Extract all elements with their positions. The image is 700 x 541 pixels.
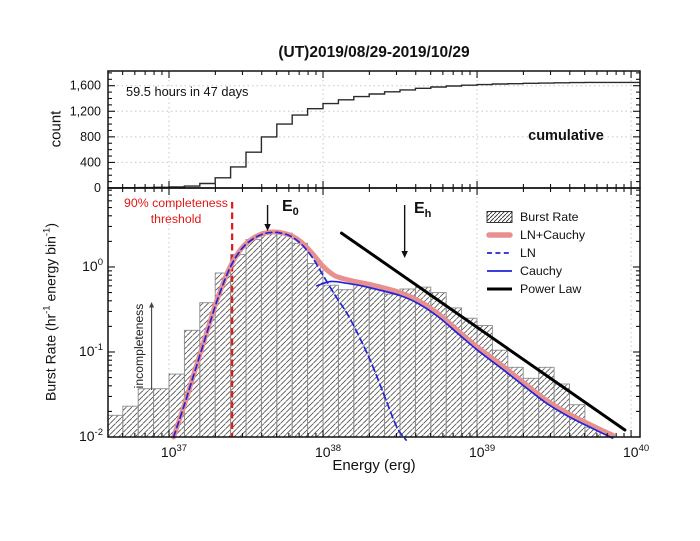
legend-swatch-burst-rate: [486, 211, 513, 223]
curve-ln: [172, 231, 408, 441]
x-tick-label: 1040: [623, 443, 649, 460]
tick-labels: 1037 1038 1039 1040 100 10-1 10-2 0 400 800 1,200 1…: [70, 79, 649, 460]
bottom-y-tick-label: 10-2: [79, 427, 103, 444]
top-y-axis-title: count: [47, 110, 65, 148]
histogram-bar: [107, 414, 124, 438]
completeness-threshold-label-line2: threshold: [150, 211, 202, 226]
legend-label-power-law: Power Law: [520, 282, 582, 296]
chart-title: (UT)2019/08/29-2019/10/29: [278, 44, 470, 61]
legend-swatch-ln-cauchy: [486, 232, 513, 238]
legend-label-ln-cauchy: LN+Cauchy: [520, 228, 586, 242]
histogram-bar: [137, 388, 155, 438]
legend-label-cauchy: Cauchy: [520, 264, 563, 278]
e0-arrow: [264, 205, 271, 231]
bottom-y-axis-title: Burst Rate (hr-1 energy bin-1): [41, 223, 59, 401]
top-y-tick-label: 400: [80, 155, 101, 169]
histogram-bar: [153, 388, 170, 438]
e0-annotation: E0: [282, 198, 299, 219]
x-tick-label: 1038: [315, 443, 341, 460]
bottom-panel-frame: [107, 187, 641, 438]
histogram-bar: [260, 231, 278, 438]
histogram-bar: [307, 263, 324, 438]
incompleteness-arrow: [149, 302, 155, 390]
legend-item-ln-cauchy: LN+Cauchy: [486, 226, 585, 244]
x-tick-label: 1039: [469, 443, 495, 460]
incompleteness-label: incompleteness: [132, 303, 146, 389]
bottom-y-tick-label: 100: [82, 257, 103, 274]
histogram-bar: [476, 325, 493, 438]
top-y-tick-label: 1,200: [70, 104, 101, 118]
legend-swatch-power-law: [487, 287, 512, 291]
histogram-bar: [353, 284, 370, 438]
legend-item-burst-rate: Burst Rate: [486, 208, 585, 226]
x-tick-label: 1037: [161, 443, 187, 460]
legend-item-power-law: Power Law: [486, 280, 585, 298]
completeness-threshold-label-line1: 90% completeness: [124, 196, 228, 210]
histogram-bar: [291, 242, 309, 438]
histogram-bar: [368, 288, 386, 438]
histogram-bar: [322, 284, 339, 438]
histogram-bar: [276, 232, 293, 438]
eh-arrow: [401, 205, 408, 258]
curve-ln-cauchy: [171, 229, 616, 440]
top-y-tick-label: 800: [80, 130, 101, 144]
legend-swatch-cauchy: [487, 270, 512, 272]
curve-power-law: [340, 231, 627, 432]
legend-label-ln: LN: [520, 246, 536, 260]
legend: Burst Rate LN+Cauchy LN Cauchy Power Law: [486, 208, 585, 298]
legend-item-cauchy: Cauchy: [486, 262, 585, 280]
curve-cauchy: [316, 280, 614, 439]
top-y-tick-label: 1,600: [70, 79, 101, 93]
legend-swatch-ln: [487, 252, 512, 254]
x-axis-title: Energy (erg): [332, 457, 416, 474]
cumulative-count-curve: [108, 81, 640, 189]
completeness-threshold-label: 90% completeness threshold: [120, 196, 232, 227]
top-y-tick-label: 0: [94, 181, 101, 195]
legend-item-ln: LN: [486, 244, 585, 262]
cumulative-series-label: cumulative: [528, 128, 604, 144]
legend-label-burst-rate: Burst Rate: [520, 210, 579, 224]
histogram-bar: [399, 288, 416, 438]
histogram-bar: [245, 239, 262, 438]
observation-note: 59.5 hours in 47 days: [126, 84, 249, 99]
histogram-bar: [122, 405, 139, 438]
eh-annotation: Eh: [414, 200, 432, 221]
bottom-y-tick-label: 10-1: [79, 342, 103, 359]
